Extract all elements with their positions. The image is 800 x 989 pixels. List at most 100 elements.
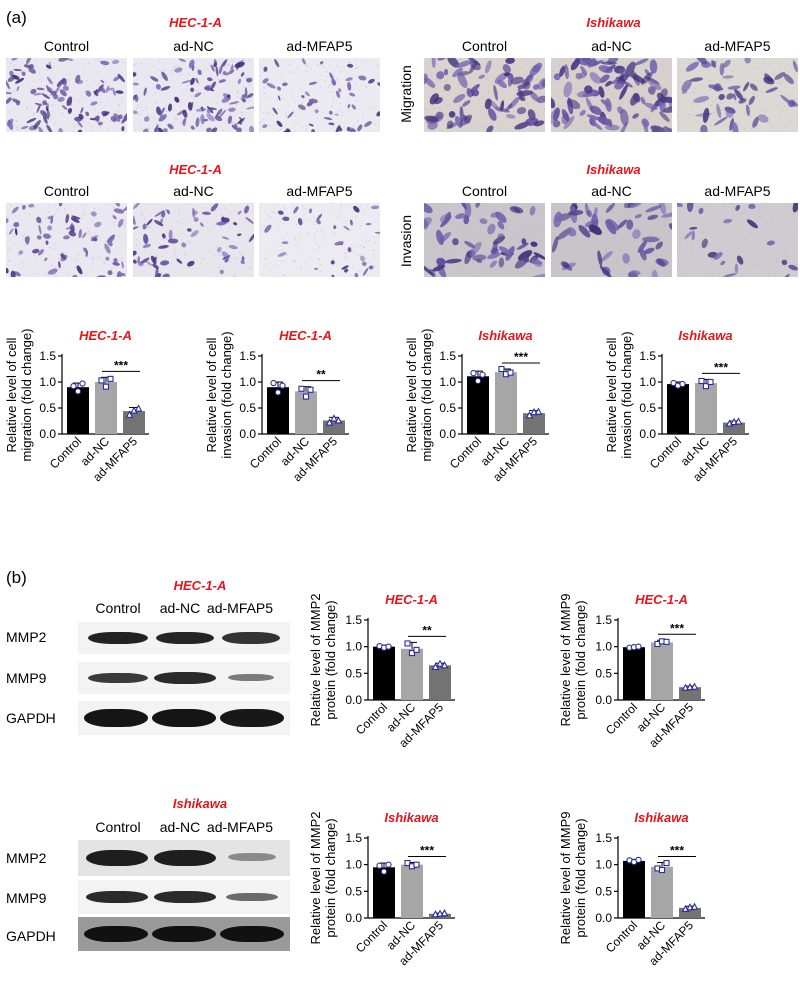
membrane-pore	[33, 114, 35, 116]
cell-blob	[649, 59, 658, 74]
membrane-pore	[179, 123, 182, 125]
membrane-pore	[152, 203, 154, 204]
cell-blob	[503, 72, 511, 77]
membrane-pore	[140, 211, 142, 213]
cell-blob	[643, 122, 649, 132]
membrane-pore	[432, 246, 434, 249]
membrane-pore	[313, 217, 315, 219]
cell-blob	[78, 229, 82, 239]
membrane-pore	[99, 126, 101, 128]
membrane-pore	[378, 123, 380, 125]
cell-blob	[668, 223, 672, 230]
cell-blob	[475, 258, 483, 263]
membrane-pore	[751, 231, 753, 233]
membrane-pore	[148, 75, 150, 77]
y-tick-label: 0.0	[345, 911, 362, 925]
cell-blob	[452, 67, 463, 78]
membrane-pore	[264, 258, 266, 260]
membrane-pore	[603, 131, 605, 132]
membrane-pore	[453, 252, 455, 254]
cell-blob	[67, 108, 73, 113]
cell-blob	[236, 117, 246, 125]
membrane-pore	[15, 115, 17, 117]
cell-blob	[210, 64, 215, 72]
membrane-pore	[448, 228, 450, 230]
membrane-pore	[73, 126, 75, 128]
membrane-pore	[774, 85, 776, 88]
membrane-pore	[305, 130, 307, 132]
cell-blob	[176, 258, 183, 264]
membrane-pore	[332, 125, 334, 128]
membrane-pore	[601, 85, 603, 87]
cell-blob	[647, 214, 659, 220]
membrane-pore	[306, 232, 308, 234]
cell-blob	[162, 128, 168, 132]
membrane-pore	[503, 99, 505, 101]
cell-blob	[732, 93, 737, 101]
bar	[429, 665, 451, 700]
cell-blob	[575, 72, 582, 80]
membrane-pore	[480, 204, 482, 206]
cell-blob	[424, 77, 436, 88]
cell-blob	[105, 256, 110, 261]
membrane-pore	[458, 59, 461, 62]
cell-blob	[174, 96, 180, 103]
membrane-pore	[792, 59, 794, 61]
membrane-pore	[302, 204, 304, 206]
y-tick-label: 0.0	[595, 911, 612, 925]
membrane-pore	[617, 262, 619, 264]
data-point	[690, 682, 699, 690]
membrane-pore	[759, 109, 762, 111]
membrane-pore	[180, 267, 182, 269]
cell-blob	[224, 258, 229, 263]
membrane-pore	[582, 109, 584, 111]
cell-blob	[738, 98, 747, 104]
membrane-pore	[174, 249, 176, 251]
cell-blob	[459, 106, 464, 122]
data-point	[408, 650, 416, 657]
y-tick-label: 1.5	[639, 349, 656, 363]
membrane-pore	[660, 248, 662, 250]
data-point	[690, 902, 699, 910]
membrane-pore	[614, 236, 616, 238]
cell-blob	[247, 93, 254, 98]
cell-blob	[469, 241, 482, 257]
membrane-pore	[556, 254, 559, 256]
bar	[623, 647, 645, 700]
membrane-pore	[61, 252, 63, 254]
membrane-pore	[757, 90, 760, 92]
membrane-pore	[359, 205, 361, 207]
band	[152, 926, 216, 942]
cell-blob	[424, 115, 439, 123]
cell-blob	[6, 218, 9, 224]
y-tick-label: 1.0	[39, 375, 56, 389]
membrane-pore	[473, 228, 475, 230]
cell-blob	[424, 217, 432, 229]
membrane-pore	[729, 251, 731, 254]
membrane-pore	[42, 129, 45, 131]
membrane-pore	[497, 92, 499, 94]
membrane-pore	[355, 245, 357, 248]
membrane-pore	[719, 261, 721, 263]
membrane-pore	[712, 261, 714, 263]
membrane-pore	[108, 209, 110, 211]
membrane-pore	[284, 208, 287, 210]
membrane-pore	[699, 207, 701, 209]
cell-blob	[308, 81, 318, 85]
membrane-pore	[237, 90, 239, 92]
cell-blob	[248, 233, 254, 243]
membrane-pore	[21, 261, 23, 263]
membrane-pore	[499, 129, 501, 131]
membrane-pore	[90, 101, 93, 103]
membrane-pore	[124, 218, 126, 220]
membrane-pore	[241, 111, 243, 114]
membrane-pore	[62, 112, 64, 114]
cell-blob	[115, 90, 124, 94]
membrane-pore	[426, 66, 428, 68]
cell-blob	[221, 251, 230, 260]
cell-blob	[726, 93, 734, 100]
membrane-pore	[161, 255, 163, 258]
membrane-pore	[693, 203, 695, 205]
cell-blob	[334, 113, 339, 116]
membrane-pore	[787, 255, 789, 257]
